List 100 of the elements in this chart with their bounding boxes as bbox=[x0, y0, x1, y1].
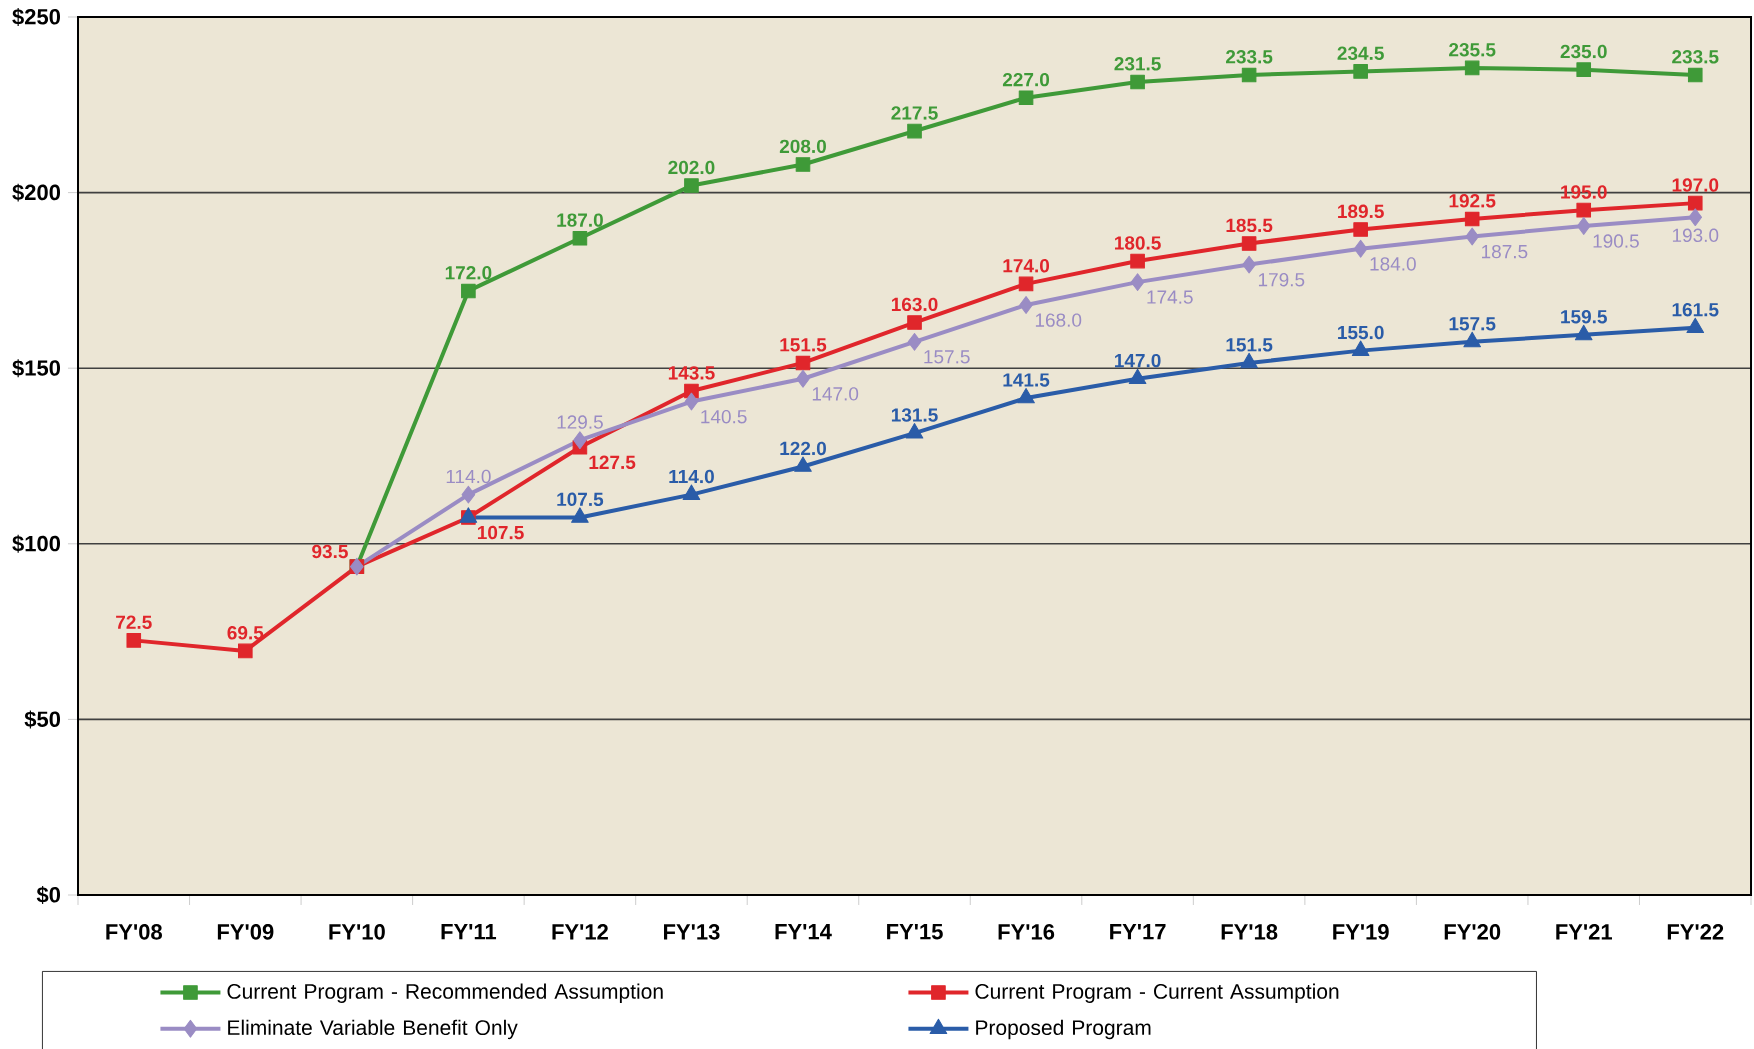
legend-label: Current Program - Recommended Assumption bbox=[227, 983, 663, 1004]
point bbox=[684, 392, 699, 411]
data-label: 208.0 bbox=[779, 139, 826, 154]
data-label: 157.5 bbox=[924, 350, 970, 364]
x-tick-label: FY'18 bbox=[1221, 924, 1278, 940]
point bbox=[1576, 217, 1591, 235]
data-label: 151.5 bbox=[780, 338, 827, 352]
point bbox=[1241, 67, 1257, 83]
data-label: 72.5 bbox=[116, 615, 152, 629]
data-label: 161.5 bbox=[1672, 302, 1719, 317]
data-label: 202.0 bbox=[668, 160, 715, 175]
data-label: 157.5 bbox=[1449, 317, 1496, 331]
data-label: 114.0 bbox=[446, 469, 491, 484]
data-label: 227.0 bbox=[1002, 72, 1050, 87]
y-tick-label: $50 bbox=[24, 710, 61, 729]
data-label: 155.0 bbox=[1338, 325, 1384, 340]
data-label: 147.0 bbox=[1115, 353, 1161, 368]
point bbox=[1353, 222, 1368, 237]
point bbox=[1018, 90, 1034, 106]
data-label: 140.5 bbox=[701, 409, 747, 424]
data-label: 168.0 bbox=[1035, 313, 1082, 327]
point bbox=[572, 230, 588, 246]
point bbox=[1353, 239, 1368, 258]
data-label: 231.5 bbox=[1114, 57, 1161, 71]
data-label: 233.5 bbox=[1226, 50, 1273, 64]
data-label: 189.5 bbox=[1338, 204, 1384, 219]
point bbox=[1687, 195, 1703, 211]
point bbox=[1130, 273, 1145, 292]
data-label: 233.5 bbox=[1672, 50, 1719, 64]
data-label: 187.0 bbox=[557, 213, 603, 227]
x-tick-label: FY'19 bbox=[1333, 924, 1389, 940]
data-label: 93.5 bbox=[312, 544, 348, 559]
point bbox=[1130, 253, 1145, 269]
y-tick-label: $150 bbox=[12, 359, 61, 378]
y-tick-label: $200 bbox=[12, 183, 61, 202]
data-label: 131.5 bbox=[891, 408, 938, 422]
x-tick-label: FY'13 bbox=[664, 924, 720, 940]
point bbox=[1130, 74, 1145, 90]
data-label: 129.5 bbox=[557, 415, 603, 429]
point bbox=[573, 431, 587, 450]
data-label: 107.5 bbox=[557, 492, 604, 507]
point bbox=[795, 157, 811, 172]
data-label: 235.0 bbox=[1560, 44, 1607, 59]
data-label: 192.5 bbox=[1449, 194, 1496, 208]
data-label: 197.0 bbox=[1672, 178, 1719, 192]
point bbox=[1687, 67, 1703, 83]
data-label: 143.5 bbox=[668, 366, 715, 380]
point bbox=[1465, 227, 1479, 246]
point bbox=[907, 315, 922, 330]
legend-label: Current Program - Current Assumption bbox=[975, 983, 1339, 1004]
y-tick-label: $0 bbox=[36, 886, 61, 904]
point bbox=[1576, 202, 1592, 218]
legend-label: Proposed Program bbox=[976, 1019, 1151, 1040]
point bbox=[238, 643, 253, 659]
point bbox=[907, 123, 922, 139]
data-label: 69.5 bbox=[227, 626, 264, 640]
x-tick-label: FY'14 bbox=[775, 924, 832, 940]
x-tick-label: FY'16 bbox=[998, 924, 1055, 940]
data-label: 127.5 bbox=[589, 455, 636, 470]
y-tick-label: $250 bbox=[12, 8, 61, 26]
data-label: 234.5 bbox=[1337, 46, 1384, 61]
data-label: 163.0 bbox=[891, 297, 938, 312]
data-label: 114.0 bbox=[669, 469, 714, 484]
data-label: 187.5 bbox=[1482, 244, 1528, 259]
point bbox=[1353, 64, 1368, 79]
point bbox=[126, 633, 142, 648]
data-label: 174.5 bbox=[1147, 290, 1193, 304]
x-tick-label: FY'15 bbox=[887, 924, 943, 940]
x-tick-label: FY'17 bbox=[1110, 924, 1166, 940]
point bbox=[684, 178, 699, 193]
x-tick-label: FY'11 bbox=[441, 924, 497, 940]
point bbox=[1018, 276, 1034, 292]
point bbox=[795, 355, 811, 371]
data-label: 122.0 bbox=[780, 441, 826, 456]
data-label: 141.5 bbox=[1003, 373, 1050, 387]
x-tick-label: FY'08 bbox=[106, 924, 162, 940]
point bbox=[1019, 296, 1033, 314]
data-label: 185.5 bbox=[1226, 218, 1273, 233]
x-tick-label: FY'21 bbox=[1556, 924, 1612, 940]
data-label: 151.5 bbox=[1226, 338, 1273, 352]
point bbox=[1242, 255, 1256, 274]
legend-label: Eliminate Variable Benefit Only bbox=[228, 1019, 518, 1040]
x-tick-label: FY'20 bbox=[1444, 924, 1501, 940]
data-label: 217.5 bbox=[891, 106, 938, 120]
data-label: 174.0 bbox=[1003, 259, 1050, 273]
data-label: 190.5 bbox=[1593, 234, 1639, 248]
data-label: 107.5 bbox=[477, 525, 524, 540]
x-tick-label: FY'22 bbox=[1667, 924, 1724, 940]
point bbox=[1464, 60, 1480, 76]
point bbox=[461, 485, 476, 504]
data-label: 193.0 bbox=[1672, 228, 1719, 243]
data-label: 180.5 bbox=[1115, 236, 1161, 250]
point bbox=[1241, 236, 1257, 251]
point bbox=[907, 332, 922, 351]
point bbox=[1688, 208, 1703, 227]
data-label: 147.0 bbox=[812, 387, 859, 401]
point bbox=[1576, 62, 1592, 77]
point bbox=[796, 369, 810, 388]
x-tick-label: FY'09 bbox=[217, 924, 274, 940]
data-label: 159.5 bbox=[1561, 309, 1607, 324]
